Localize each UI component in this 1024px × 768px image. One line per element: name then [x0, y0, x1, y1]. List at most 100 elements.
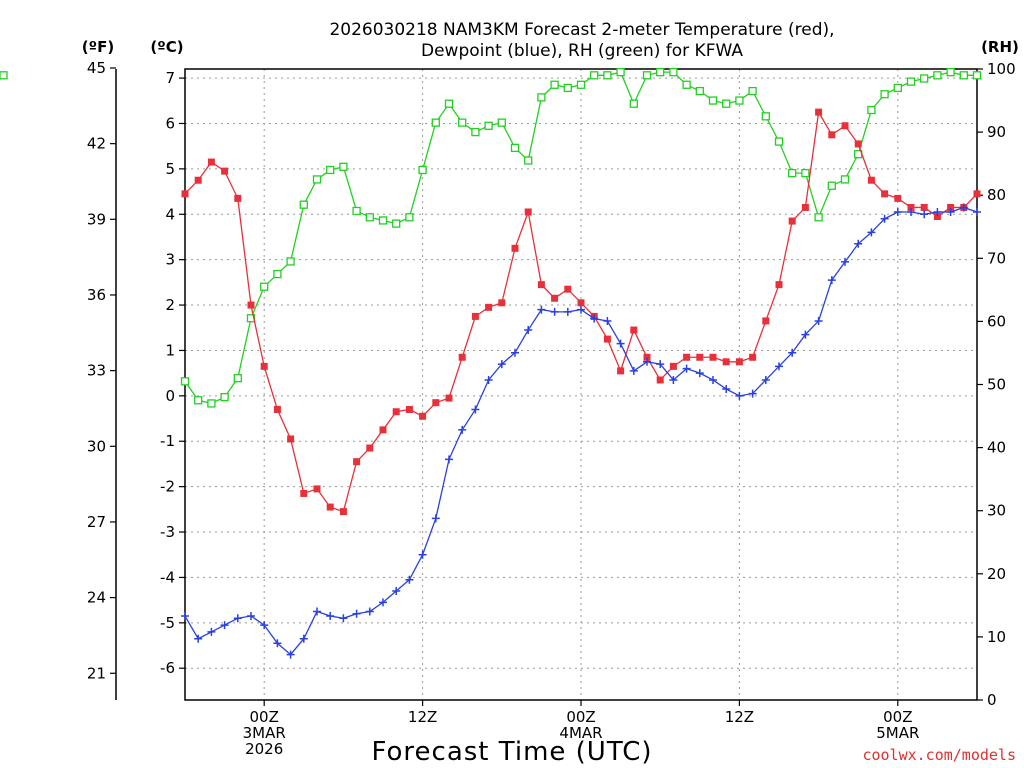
plot-area-border	[184, 68, 978, 701]
dewpoint-point	[629, 366, 638, 375]
fahrenheit-tick-label: 39	[87, 210, 106, 228]
temperature-point	[326, 503, 334, 511]
temperature-point	[247, 301, 255, 309]
temperature-point	[815, 108, 823, 116]
dewpoint-point	[445, 455, 453, 464]
temperature-point	[379, 426, 387, 434]
temperature-point	[471, 312, 479, 320]
dewpoint-point	[313, 607, 321, 616]
fahrenheit-tick-label: 24	[87, 589, 106, 607]
dewpoint-point	[299, 634, 308, 643]
rh-point	[972, 71, 982, 80]
rh-point	[867, 105, 876, 115]
rh-point	[458, 118, 467, 127]
rh-point	[656, 68, 665, 77]
rh-point	[576, 80, 586, 89]
temperature-point	[973, 190, 981, 198]
rh-point	[484, 121, 493, 130]
temperature-point	[273, 405, 281, 413]
dewpoint-point	[682, 364, 691, 373]
dewpoint-point	[286, 650, 295, 659]
time-tick-label: 5MAR	[876, 724, 919, 742]
rh-point	[788, 168, 797, 178]
temperature-point	[894, 194, 902, 202]
celsius-tick-label: -1	[160, 432, 175, 450]
celsius-tick-label: 5	[165, 160, 175, 178]
time-tick-label: 00Z	[883, 708, 912, 726]
rh-point	[312, 175, 322, 184]
dewpoint-point	[695, 369, 704, 378]
celsius-tick-label: 0	[165, 387, 175, 405]
celsius-tick-label: 1	[165, 341, 175, 359]
rh-tick-label: 40	[987, 439, 1006, 457]
temperature-point	[947, 203, 955, 211]
temperature-point	[722, 358, 730, 366]
rh-point	[273, 269, 282, 279]
rh-point	[339, 162, 348, 171]
dewpoint-point	[814, 316, 823, 325]
dewpoint-point	[761, 375, 770, 384]
temperature-point	[630, 326, 638, 334]
dewpoint-point	[867, 228, 876, 237]
celsius-axis: -6 -5 -4 -3 -2 -1 0 1 2 3 4 5 6 7	[160, 69, 185, 677]
dewpoint-point	[880, 214, 889, 223]
rh-point	[431, 118, 440, 127]
dewpoint-point	[669, 375, 678, 384]
dewpoint-point	[392, 587, 401, 596]
dewpoint-point	[893, 207, 902, 216]
temperature-point	[287, 435, 295, 443]
rh-point	[616, 68, 625, 77]
rh-point	[405, 213, 414, 222]
rh-point	[0, 71, 8, 80]
dewpoint-point	[550, 307, 559, 316]
dewpoint-point	[365, 607, 374, 616]
plot-frame	[184, 68, 978, 701]
dewpoint-point	[801, 330, 810, 339]
temperature-point	[577, 299, 585, 307]
rh-tick-label: 90	[987, 123, 1006, 141]
fahrenheit-tick-label: 33	[87, 362, 106, 380]
time-tick-label: 12Z	[408, 708, 437, 726]
dewpoint-point	[326, 612, 335, 621]
temperature-point	[234, 194, 242, 202]
fahrenheit-tick-label: 36	[87, 286, 106, 304]
temperature-point	[603, 335, 611, 343]
temperature-point	[749, 353, 757, 361]
rh-point	[682, 80, 691, 89]
rh-point	[959, 71, 968, 80]
rh-point	[365, 213, 374, 222]
rh-point	[207, 399, 216, 408]
time-tick-label: 3MAR	[243, 724, 286, 742]
rh-series	[0, 68, 982, 408]
temperature-point	[643, 353, 651, 361]
dewpoint-point	[946, 207, 955, 216]
temperature-point	[221, 167, 229, 175]
dewpoint-point	[379, 598, 387, 607]
dewpoint-point	[352, 609, 361, 618]
dewpoint-point	[181, 612, 189, 621]
series-layer	[0, 68, 982, 659]
rh-point	[444, 99, 454, 108]
temperature-point	[696, 353, 704, 361]
dewpoint-point	[577, 305, 585, 314]
temperature-point	[551, 294, 559, 302]
temperature-point	[762, 317, 770, 325]
time-tick-label: 2026	[245, 740, 283, 758]
rh-point	[893, 83, 902, 93]
rh-point	[827, 181, 836, 190]
dewpoint-point	[709, 375, 717, 384]
fahrenheit-tick-label: 21	[87, 664, 106, 682]
temperature-point	[353, 458, 361, 466]
temperature-point	[181, 190, 189, 198]
chart-title-line-2: Dewpoint (blue), RH (green) for KFWA	[421, 41, 743, 61]
rh-point	[629, 99, 638, 108]
dewpoint-point	[260, 621, 269, 630]
rh-point	[642, 71, 652, 80]
rh-tick-label: 70	[987, 249, 1006, 267]
rh-tick-label: 80	[987, 186, 1006, 204]
celsius-tick-label: -5	[160, 614, 175, 632]
rh-point	[524, 156, 533, 165]
dewpoint-point	[735, 391, 744, 400]
celsius-tick-label: -3	[160, 523, 175, 541]
dewpoint-point	[233, 614, 242, 623]
